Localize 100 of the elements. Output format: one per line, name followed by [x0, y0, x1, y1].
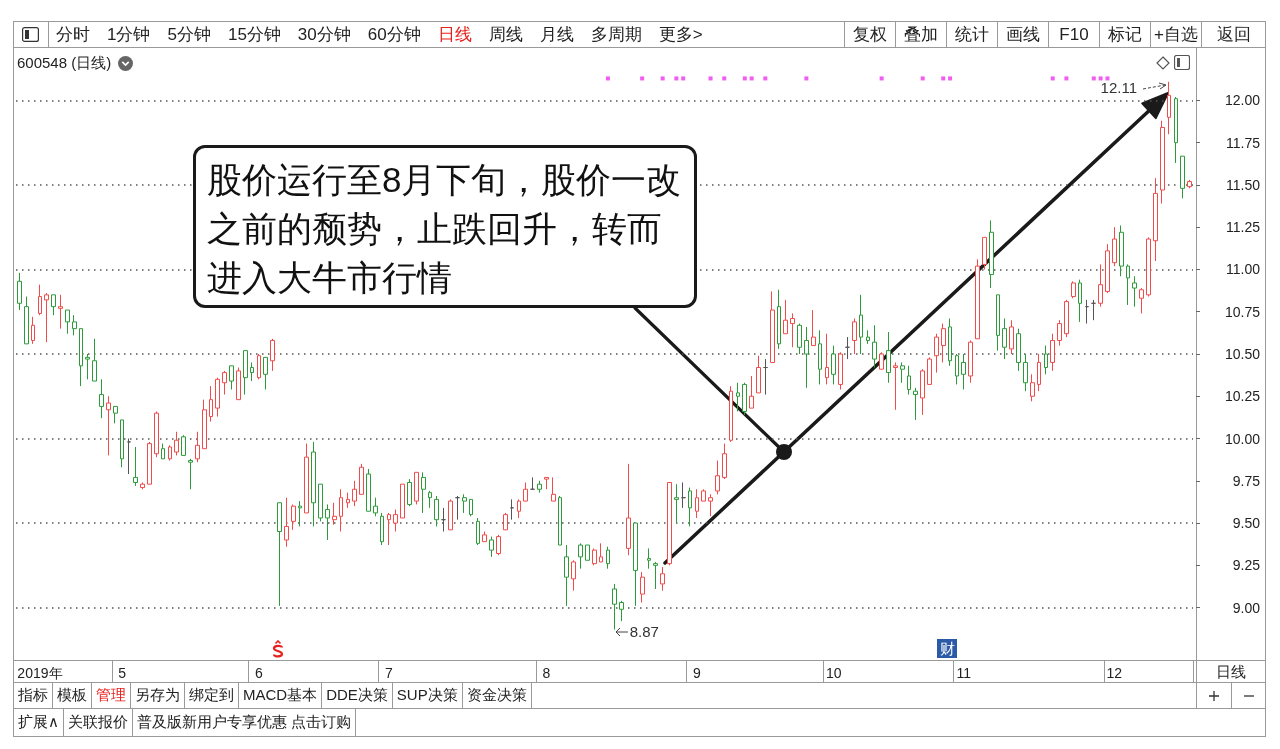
candlestick — [79, 328, 83, 387]
candlestick — [181, 434, 186, 456]
candlestick — [763, 358, 768, 396]
candlestick — [1030, 373, 1035, 402]
candlestick — [989, 219, 994, 289]
y-tick-label: 10.25 — [1224, 388, 1261, 405]
candlestick — [304, 443, 309, 514]
candlestick — [564, 544, 569, 607]
candlestick — [373, 497, 378, 517]
text: 30分钟 — [297, 24, 351, 46]
x-tick-label: 7 — [385, 665, 394, 681]
text: 日线 — [1215, 662, 1247, 682]
candlestick — [154, 410, 159, 458]
text: 绑定到 — [185, 683, 239, 708]
candlestick — [647, 547, 651, 570]
candlestick — [777, 289, 781, 350]
candlestick — [229, 365, 234, 390]
chart-title: 600548 (日线) — [17, 53, 112, 73]
candlestick — [476, 517, 480, 546]
text: 15分钟 — [227, 24, 281, 46]
candlestick — [469, 498, 473, 517]
candlestick — [195, 431, 200, 463]
candlestick — [1167, 81, 1171, 135]
candlestick — [257, 353, 261, 380]
candlestick — [592, 547, 597, 566]
candlestick — [886, 331, 891, 384]
candlestick — [578, 542, 583, 570]
candlestick — [612, 583, 617, 631]
candlestick — [421, 471, 426, 514]
x-tick-label: 6 — [255, 665, 264, 681]
candlestick — [1119, 225, 1124, 277]
text: 模板 — [53, 683, 92, 708]
candlestick — [1187, 179, 1192, 189]
x-tick-label: 10 — [825, 665, 842, 681]
candlestick — [113, 405, 118, 424]
candlestick — [263, 356, 268, 390]
candlestick — [852, 318, 857, 355]
candlestick — [1050, 333, 1055, 372]
candlestick — [879, 351, 884, 370]
candlestick — [168, 444, 172, 462]
candlestick — [715, 460, 720, 495]
candlestick — [352, 480, 357, 507]
text: 60分钟 — [367, 24, 421, 46]
candlestick — [913, 387, 918, 421]
candlestick — [202, 399, 207, 450]
candlestick — [311, 441, 316, 527]
candlestick — [941, 323, 946, 363]
candlestick — [927, 356, 932, 385]
candlestick — [270, 338, 275, 372]
annotation: 股价运行至8月下旬，股价一改之前的颓势，止跌回升，转而进入大牛市行情 — [193, 145, 697, 308]
y-tick-label: 11.50 — [1226, 176, 1261, 193]
text: 画线 — [997, 22, 1048, 47]
x-tick-label: 2019年 — [17, 665, 63, 681]
candlestick — [1016, 328, 1021, 372]
candlestick — [606, 546, 610, 570]
candlestick — [393, 509, 398, 533]
candlestick — [1146, 236, 1151, 298]
candlestick — [428, 490, 432, 509]
candlestick — [291, 503, 296, 531]
candlestick — [674, 483, 679, 524]
candlestick — [756, 355, 761, 394]
text: 分时 — [56, 24, 90, 46]
text: 普及版新用户专享优惠 点击订购 — [132, 709, 357, 736]
candlestick — [688, 487, 692, 527]
candlestick — [920, 368, 925, 416]
candlestick — [1023, 353, 1028, 392]
candlestick — [633, 522, 638, 607]
candlestick — [907, 365, 911, 396]
candlestick — [626, 463, 631, 556]
text: 叠加 — [895, 22, 946, 47]
candlestick — [503, 512, 508, 531]
candlestick — [790, 312, 795, 348]
x-tick-label: 9 — [692, 665, 701, 681]
text: 管理 — [92, 683, 131, 708]
candlestick — [1057, 319, 1062, 347]
y-tick-label: 9.50 — [1232, 515, 1261, 532]
candlestick — [797, 323, 802, 355]
candlestick — [92, 338, 97, 382]
candlestick — [558, 495, 562, 546]
candlestick — [51, 294, 56, 316]
candlestick — [955, 353, 959, 385]
candlestick — [660, 566, 665, 592]
candlestick — [106, 395, 111, 456]
annotation: 8.87 — [629, 622, 660, 641]
candlestick — [318, 483, 323, 522]
text: MACD基本 — [239, 683, 323, 708]
candlestick — [1071, 280, 1076, 299]
candlestick — [325, 503, 330, 541]
text: 指标 — [14, 683, 53, 708]
candlestick — [1112, 226, 1117, 267]
candlestick — [24, 296, 29, 345]
x-tick-label: 12 — [1106, 665, 1123, 681]
candlestick — [215, 377, 220, 418]
candlestick — [701, 488, 706, 502]
candlestick — [722, 443, 727, 480]
candlestick — [161, 443, 165, 460]
candlestick — [517, 498, 521, 519]
candlestick — [1078, 279, 1082, 323]
candlestick — [38, 284, 42, 316]
candlestick — [1174, 96, 1178, 164]
